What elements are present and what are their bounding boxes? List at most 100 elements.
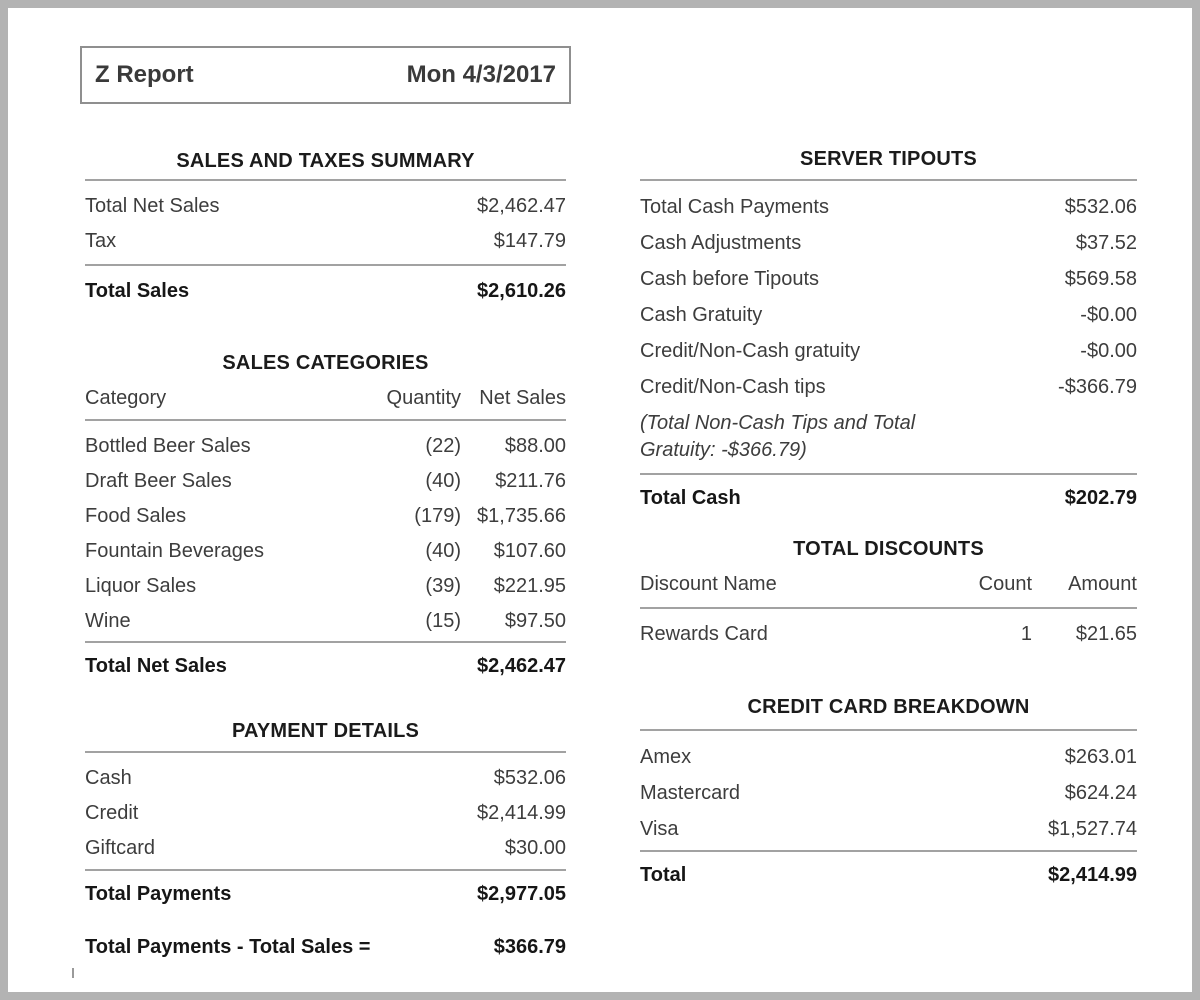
category-value: $97.50 bbox=[504, 610, 566, 632]
categories-header-row: Category Quantity Net Sales bbox=[85, 381, 566, 416]
table-row: Cash Gratuity -$0.00 bbox=[640, 297, 1137, 333]
payments-minus-sales-row: Total Payments - Total Sales = $366.79 bbox=[85, 929, 566, 965]
payment-details-title: PAYMENT DETAILS bbox=[231, 720, 420, 742]
table-row: Cash $532.06 bbox=[85, 761, 566, 796]
row-value: -$0.00 bbox=[1080, 340, 1137, 362]
category-label: Liquor Sales bbox=[85, 575, 197, 597]
total-value: $2,977.05 bbox=[477, 883, 566, 905]
divider bbox=[640, 179, 1137, 181]
table-row: Total Cash Payments $532.06 bbox=[640, 189, 1137, 225]
table-row: Giftcard $30.00 bbox=[85, 831, 566, 866]
category-quantity: (40) bbox=[425, 540, 461, 562]
row-label: Visa bbox=[640, 818, 679, 840]
table-row: Fountain Beverages (40) $107.60 bbox=[85, 534, 566, 569]
row-value: -$366.79 bbox=[1058, 376, 1137, 398]
divider bbox=[640, 850, 1137, 852]
table-row: Cash before Tipouts $569.58 bbox=[640, 261, 1137, 297]
discount-amount: $21.65 bbox=[1075, 623, 1137, 645]
category-value: $107.60 bbox=[493, 540, 566, 562]
total-label: Total Net Sales bbox=[85, 655, 227, 677]
total-label: Total Cash bbox=[640, 487, 741, 509]
divider bbox=[85, 869, 566, 871]
divider bbox=[85, 641, 566, 643]
row-label: Tax bbox=[85, 230, 117, 252]
left-column: SALES AND TAXES SUMMARY Total Net Sales … bbox=[85, 148, 566, 965]
tipouts-note-line1: (Total Non-Cash Tips and Total bbox=[640, 412, 916, 434]
total-value: $202.79 bbox=[1064, 487, 1137, 509]
table-row: Bottled Beer Sales (22) $88.00 bbox=[85, 429, 566, 464]
row-value: $1,527.74 bbox=[1048, 818, 1137, 840]
total-label: Total Payments bbox=[85, 883, 232, 905]
discount-count: 1 bbox=[1020, 623, 1032, 645]
category-value: $88.00 bbox=[504, 435, 566, 457]
row-label: Total Cash Payments bbox=[640, 196, 829, 218]
text-caret-artifact bbox=[72, 968, 74, 978]
row-value: $30.00 bbox=[504, 837, 566, 859]
row-label: Cash Adjustments bbox=[640, 232, 802, 254]
category-value: $211.76 bbox=[495, 470, 566, 492]
row-value: $37.52 bbox=[1075, 232, 1137, 254]
table-row: Wine (15) $97.50 bbox=[85, 604, 566, 639]
discounts-rows: Rewards Card 1 $21.65 bbox=[640, 617, 1137, 652]
total-label: Total bbox=[640, 864, 687, 886]
row-value: $2,462.47 bbox=[477, 195, 566, 217]
row-label: Credit bbox=[85, 802, 139, 824]
sales-taxes-summary-title: SALES AND TAXES SUMMARY bbox=[176, 150, 475, 172]
category-value: $1,735.66 bbox=[477, 505, 566, 527]
column-header-category: Category bbox=[85, 387, 167, 409]
row-value: $569.58 bbox=[1064, 268, 1137, 290]
divider bbox=[85, 264, 566, 266]
divider bbox=[85, 419, 566, 421]
report-header-box: Z Report Mon 4/3/2017 bbox=[80, 46, 571, 104]
row-label: Cash Gratuity bbox=[640, 304, 763, 326]
row-label: Cash before Tipouts bbox=[640, 268, 819, 290]
sales-taxes-rows: Total Net Sales $2,462.47 Tax $147.79 bbox=[85, 189, 566, 259]
row-value: -$0.00 bbox=[1080, 304, 1137, 326]
total-cash-row: Total Cash $202.79 bbox=[640, 475, 1137, 521]
divider bbox=[640, 607, 1137, 609]
total-value: $2,462.47 bbox=[477, 655, 566, 677]
total-net-sales-row: Total Net Sales $2,462.47 bbox=[85, 643, 566, 689]
right-column: SERVER TIPOUTS Total Cash Payments $532.… bbox=[640, 148, 1137, 898]
row-value: $624.24 bbox=[1064, 782, 1137, 804]
difference-value: $366.79 bbox=[493, 936, 566, 958]
category-quantity: (15) bbox=[425, 610, 461, 632]
total-value: $2,414.99 bbox=[1048, 864, 1137, 886]
category-quantity: (39) bbox=[425, 575, 461, 597]
table-row: Total Net Sales $2,462.47 bbox=[85, 189, 566, 224]
row-value: $263.01 bbox=[1064, 746, 1137, 768]
table-row: Amex $263.01 bbox=[640, 739, 1137, 775]
column-header-quantity: Quantity bbox=[386, 387, 461, 409]
table-row: Credit/Non-Cash gratuity -$0.00 bbox=[640, 333, 1137, 369]
row-label: Mastercard bbox=[640, 782, 741, 804]
payment-rows: Cash $532.06 Credit $2,414.99 Giftcard $… bbox=[85, 761, 566, 866]
category-label: Fountain Beverages bbox=[85, 540, 265, 562]
difference-label: Total Payments - Total Sales = bbox=[85, 936, 371, 958]
row-value: $532.06 bbox=[493, 767, 566, 789]
category-label: Food Sales bbox=[85, 505, 187, 527]
table-row: Cash Adjustments $37.52 bbox=[640, 225, 1137, 261]
table-row: Rewards Card 1 $21.65 bbox=[640, 617, 1137, 652]
category-quantity: (179) bbox=[414, 505, 461, 527]
row-label: Amex bbox=[640, 746, 692, 768]
tipouts-rows: Total Cash Payments $532.06 Cash Adjustm… bbox=[640, 189, 1137, 405]
column-header-discount-name: Discount Name bbox=[640, 573, 777, 595]
table-row: Credit $2,414.99 bbox=[85, 796, 566, 831]
column-header-amount: Amount bbox=[1068, 573, 1137, 595]
table-row: Food Sales (179) $1,735.66 bbox=[85, 499, 566, 534]
divider bbox=[85, 179, 566, 181]
table-row: Credit/Non-Cash tips -$366.79 bbox=[640, 369, 1137, 405]
total-value: $2,610.26 bbox=[477, 280, 566, 302]
discounts-header-row: Discount Name Count Amount bbox=[640, 567, 1137, 602]
report-title: Z Report bbox=[95, 61, 194, 88]
discount-label: Rewards Card bbox=[640, 623, 768, 645]
row-value: $2,414.99 bbox=[477, 802, 566, 824]
cards-rows: Amex $263.01 Mastercard $624.24 Visa $1,… bbox=[640, 739, 1137, 847]
row-label: Credit/Non-Cash tips bbox=[640, 376, 826, 398]
total-sales-row: Total Sales $2,610.26 bbox=[85, 268, 566, 314]
server-tipouts-title: SERVER TIPOUTS bbox=[800, 148, 977, 170]
category-quantity: (40) bbox=[425, 470, 461, 492]
row-label: Cash bbox=[85, 767, 132, 789]
cards-total-row: Total $2,414.99 bbox=[640, 852, 1137, 898]
